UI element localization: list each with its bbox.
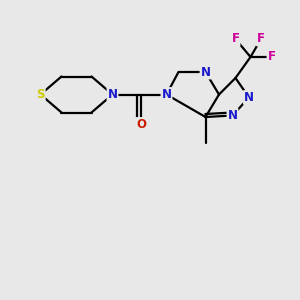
Text: N: N xyxy=(227,109,238,122)
Text: F: F xyxy=(257,32,265,46)
Text: N: N xyxy=(107,88,118,101)
Text: O: O xyxy=(136,118,146,131)
Text: S: S xyxy=(36,88,45,101)
Text: N: N xyxy=(161,88,172,101)
Text: N: N xyxy=(200,65,211,79)
Text: F: F xyxy=(232,32,239,46)
Text: F: F xyxy=(268,50,275,64)
Text: N: N xyxy=(244,91,254,104)
